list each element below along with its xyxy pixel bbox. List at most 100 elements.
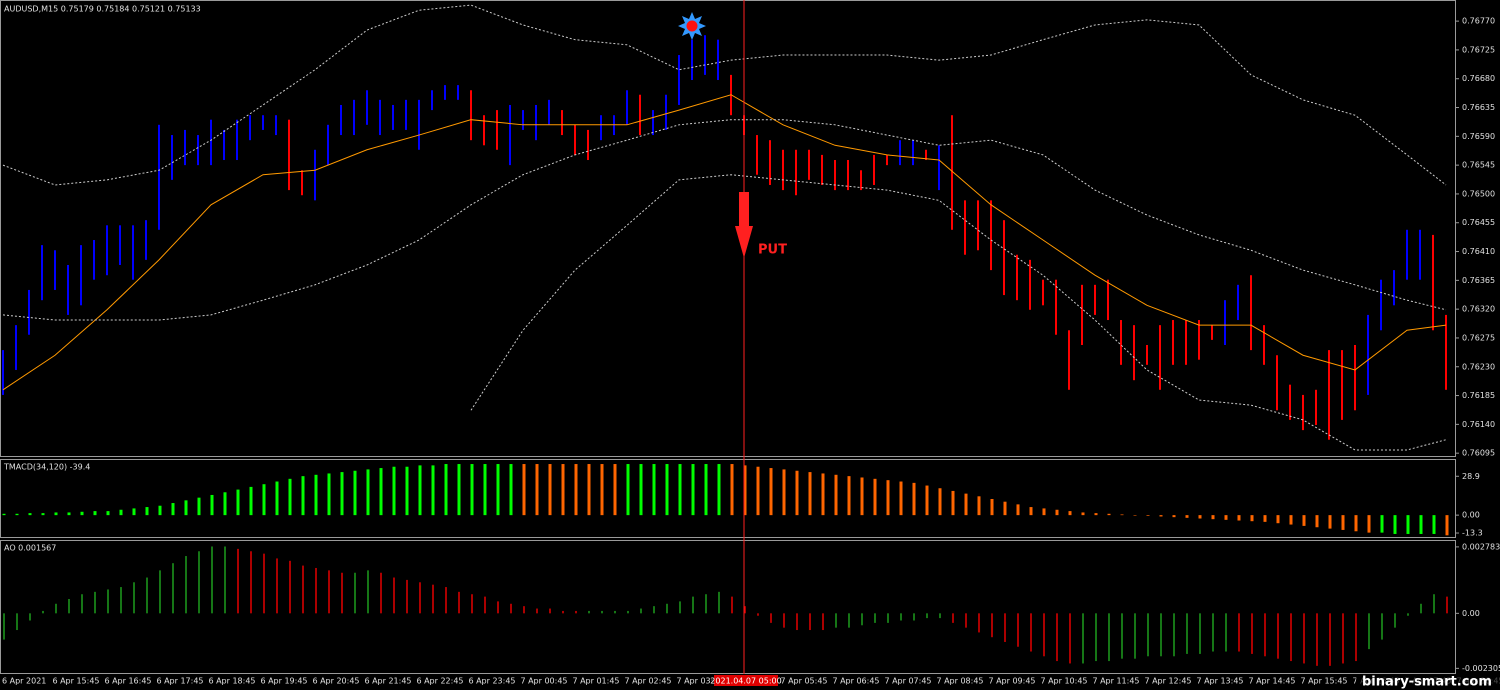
histogram-bar <box>952 613 954 623</box>
price-bar <box>171 135 173 180</box>
price-bar <box>1159 325 1161 390</box>
histogram-bar <box>1069 613 1071 664</box>
price-bar <box>1419 229 1421 280</box>
histogram-bar <box>835 613 837 628</box>
price-bar <box>1263 325 1265 365</box>
histogram-bar <box>132 508 136 516</box>
histogram-bar <box>1432 515 1436 534</box>
y-tick-label: 0.00 <box>1462 609 1480 618</box>
x-tick-label: 6 Apr 15:45 <box>52 677 99 686</box>
histogram-bar <box>119 509 123 516</box>
histogram-bar <box>574 464 578 516</box>
histogram-bar <box>1420 603 1422 614</box>
histogram-bar <box>1264 613 1266 657</box>
price-bar <box>1055 279 1057 335</box>
histogram-bar <box>1030 613 1032 652</box>
histogram-bar <box>392 466 396 516</box>
histogram-bar <box>1199 613 1201 654</box>
histogram-bar <box>81 594 83 614</box>
price-bar <box>704 35 706 75</box>
price-bar <box>366 90 368 125</box>
histogram-bar <box>1276 515 1280 524</box>
histogram-bar <box>640 608 642 614</box>
histogram-bar <box>652 464 656 516</box>
histogram-bar <box>1367 515 1371 533</box>
price-bar <box>67 264 69 315</box>
histogram-bar <box>1082 613 1084 664</box>
histogram-bar <box>562 610 564 614</box>
histogram-bar <box>613 464 617 516</box>
price-bar <box>132 225 134 280</box>
price-bar <box>548 99 550 125</box>
histogram-bar <box>925 485 929 516</box>
histogram-bar <box>379 468 383 516</box>
histogram-bar <box>16 613 18 631</box>
histogram-bar <box>666 603 668 614</box>
histogram-bar <box>224 546 226 614</box>
histogram-bar <box>1211 515 1215 520</box>
histogram-bar <box>1186 613 1188 654</box>
x-tick-label: 6 Apr 21:45 <box>364 677 411 686</box>
x-tick-label: 7 Apr 07:45 <box>884 677 931 686</box>
histogram-bar <box>496 464 500 516</box>
histogram-bar <box>600 464 604 516</box>
histogram-bar <box>913 613 915 621</box>
histogram-bar <box>1095 613 1097 662</box>
histogram-bar <box>1134 613 1136 659</box>
histogram-bar <box>1029 507 1033 516</box>
histogram-bar <box>431 465 435 516</box>
price-bar <box>678 55 680 105</box>
price-bar <box>1211 325 1213 340</box>
x-tick-label: 6 Apr 16:45 <box>104 677 151 686</box>
histogram-bar <box>1068 511 1072 516</box>
price-bar <box>340 104 342 136</box>
histogram-bar <box>1120 514 1124 516</box>
histogram-bar <box>1329 613 1331 666</box>
price-bar <box>444 85 446 100</box>
price-bar <box>2 350 4 395</box>
price-bar <box>1146 344 1148 365</box>
y-tick-label: 0.76500 <box>1462 189 1495 198</box>
histogram-bar <box>184 500 188 516</box>
histogram-bar <box>289 560 291 614</box>
price-bar <box>314 149 316 201</box>
price-bar <box>873 154 875 185</box>
histogram-bar <box>1017 613 1019 647</box>
main-frame <box>0 0 1456 457</box>
histogram-bar <box>627 610 629 614</box>
histogram-bar <box>1380 515 1384 533</box>
price-bar <box>379 99 381 136</box>
price-bar <box>483 115 485 146</box>
histogram-bar <box>718 591 720 614</box>
histogram-bar <box>964 493 968 516</box>
histogram-bar <box>159 570 161 614</box>
price-bar <box>470 90 472 141</box>
histogram-bar <box>250 551 252 614</box>
price-bar <box>522 110 524 130</box>
ao-frame <box>0 540 1456 674</box>
histogram-bar <box>1094 513 1098 516</box>
histogram-bar <box>484 596 486 614</box>
price-bar <box>821 154 823 185</box>
histogram-bar <box>770 613 772 623</box>
price-bar <box>1107 279 1109 321</box>
histogram-bar <box>1445 515 1449 536</box>
histogram-bar <box>587 464 591 516</box>
histogram-bar <box>848 613 850 628</box>
price-bar <box>1341 350 1343 420</box>
marker-box <box>714 675 778 686</box>
indicator-line <box>2 119 1447 321</box>
histogram-bar <box>665 464 669 516</box>
price-bar <box>106 225 108 276</box>
histogram-bar <box>1016 504 1020 516</box>
histogram-bar <box>510 603 512 614</box>
price-bar <box>1250 275 1252 351</box>
histogram-bar <box>1342 613 1344 664</box>
y-tick-label: 0.76275 <box>1462 333 1495 342</box>
watermark: binary-smart.com <box>1362 675 1492 690</box>
histogram-bar <box>705 594 707 614</box>
histogram-bar <box>263 553 265 614</box>
x-tick-label: 7 Apr 11:45 <box>1092 677 1139 686</box>
